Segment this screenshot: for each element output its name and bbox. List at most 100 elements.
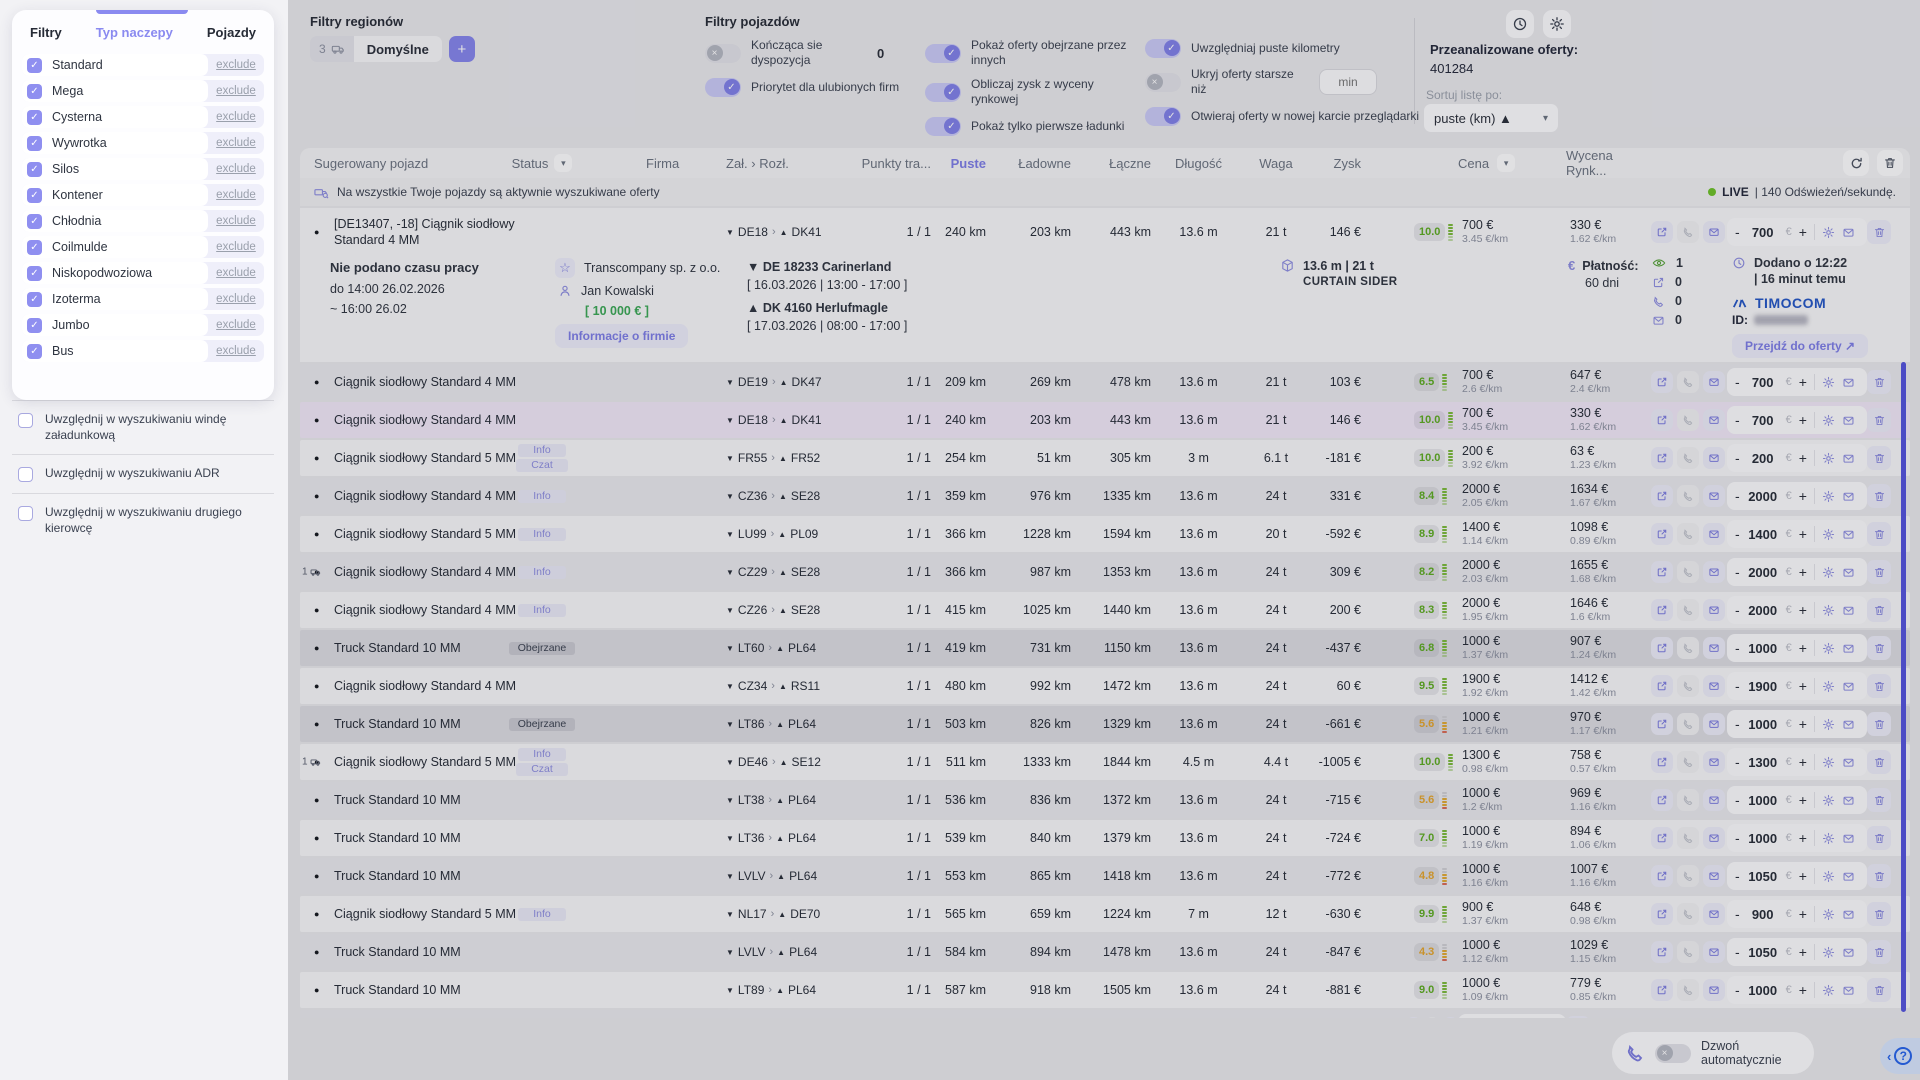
mail-button[interactable] bbox=[1703, 371, 1725, 393]
price-increase-button[interactable]: + bbox=[1798, 526, 1807, 542]
checkbox-checked[interactable]: ✓ bbox=[27, 291, 42, 307]
table-scrollbar[interactable] bbox=[1901, 362, 1906, 1012]
price-increase-button[interactable]: + bbox=[1798, 488, 1807, 504]
price-decrease-button[interactable]: - bbox=[1735, 868, 1740, 884]
share-button[interactable] bbox=[1651, 561, 1673, 583]
delete-offer-button[interactable] bbox=[1867, 446, 1891, 470]
delete-offer-button[interactable] bbox=[1867, 788, 1891, 812]
mail-button[interactable] bbox=[1703, 903, 1725, 925]
auto-price-icon[interactable] bbox=[1822, 908, 1835, 921]
call-button[interactable] bbox=[1677, 789, 1699, 811]
share-button[interactable] bbox=[1651, 409, 1673, 431]
exclude-link[interactable]: exclude bbox=[216, 345, 256, 357]
price-increase-button[interactable]: + bbox=[1798, 412, 1807, 428]
delete-offer-button[interactable] bbox=[1867, 864, 1891, 888]
price-decrease-button[interactable]: - bbox=[1735, 678, 1740, 694]
delete-offer-button[interactable] bbox=[1867, 978, 1891, 1002]
share-button[interactable] bbox=[1651, 485, 1673, 507]
price-decrease-button[interactable]: - bbox=[1735, 450, 1740, 466]
search-option-row[interactable]: Uwzględnij w wyszukiwaniu windę załadunk… bbox=[12, 400, 274, 454]
auto-price-icon[interactable] bbox=[1822, 946, 1835, 959]
price-increase-button[interactable]: + bbox=[1798, 944, 1807, 960]
mail-button[interactable] bbox=[1703, 561, 1725, 583]
price-decrease-button[interactable]: - bbox=[1735, 944, 1740, 960]
expanded-offer-card[interactable]: ● [DE13407, -18] Ciągnik siodłowy Standa… bbox=[300, 208, 1910, 362]
price-increase-button[interactable]: + bbox=[1798, 224, 1807, 240]
delete-offer-button[interactable] bbox=[1867, 598, 1891, 622]
help-icon[interactable]: ? bbox=[1894, 1047, 1913, 1065]
call-button[interactable] bbox=[1677, 221, 1699, 243]
offer-row[interactable]: ● Ciągnik siodłowy Standard 4 MM ▼ CZ34 ›… bbox=[300, 668, 1910, 704]
toggle-switch[interactable] bbox=[1145, 106, 1181, 126]
offer-row[interactable]: 1 ● Ciągnik siodłowy Standard 4 MM Info … bbox=[300, 554, 1910, 590]
price-decrease-button[interactable]: - bbox=[1735, 412, 1740, 428]
delete-offer-button[interactable] bbox=[1566, 1016, 1590, 1018]
call-button[interactable] bbox=[1677, 941, 1699, 963]
auto-mail-icon[interactable] bbox=[1842, 452, 1855, 465]
delete-offer-button[interactable] bbox=[1867, 484, 1891, 508]
mail-button[interactable] bbox=[1703, 447, 1725, 469]
status-badge[interactable]: Czat bbox=[516, 763, 568, 776]
offer-row[interactable]: ● Truck Standard 10 MM Obejrzane ▼ LT86 ›… bbox=[300, 706, 1910, 742]
search-option-row[interactable]: Uwzględnij w wyszukiwaniu ADR bbox=[12, 454, 274, 493]
status-badge[interactable]: Info bbox=[518, 603, 566, 617]
mail-button[interactable] bbox=[1703, 827, 1725, 849]
price-decrease-button[interactable]: - bbox=[1735, 716, 1740, 732]
exclude-link[interactable]: exclude bbox=[216, 59, 256, 71]
toggle-switch[interactable] bbox=[705, 43, 741, 63]
checkbox-checked[interactable]: ✓ bbox=[27, 57, 42, 73]
share-button[interactable] bbox=[1651, 865, 1673, 887]
status-badge[interactable]: Obejrzane bbox=[508, 717, 576, 731]
auto-price-icon[interactable] bbox=[1822, 718, 1835, 731]
auto-mail-icon[interactable] bbox=[1842, 604, 1855, 617]
auto-mail-icon[interactable] bbox=[1842, 566, 1855, 579]
auto-mail-icon[interactable] bbox=[1842, 794, 1855, 807]
checkbox-checked[interactable]: ✓ bbox=[27, 109, 42, 125]
offer-row[interactable]: ● Ciągnik siodłowy Standard 5 MM Info ▼ N… bbox=[300, 896, 1910, 932]
price-increase-button[interactable]: + bbox=[1798, 374, 1807, 390]
status-badge[interactable]: Czat bbox=[516, 459, 568, 472]
exclude-link[interactable]: exclude bbox=[216, 267, 256, 279]
auto-mail-icon[interactable] bbox=[1842, 490, 1855, 503]
col-header-dlugosc[interactable]: Długość bbox=[1175, 155, 1222, 171]
offer-row[interactable]: ● Truck Standard 10 MM Obejrzane ▼ LT60 ›… bbox=[300, 630, 1910, 666]
call-button[interactable] bbox=[1677, 637, 1699, 659]
delete-offer-button[interactable] bbox=[1867, 522, 1891, 546]
exclude-link[interactable]: exclude bbox=[216, 137, 256, 149]
mail-button[interactable] bbox=[1703, 713, 1725, 735]
price-increase-button[interactable]: + bbox=[1798, 982, 1807, 998]
share-button[interactable] bbox=[1406, 1017, 1421, 1018]
auto-mail-icon[interactable] bbox=[1842, 414, 1855, 427]
price-increase-button[interactable]: + bbox=[1798, 792, 1807, 808]
mail-button[interactable] bbox=[1703, 979, 1725, 1001]
exclude-link[interactable]: exclude bbox=[216, 293, 256, 305]
auto-price-icon[interactable] bbox=[1822, 870, 1835, 883]
share-button[interactable] bbox=[1651, 221, 1673, 243]
mail-button[interactable] bbox=[1703, 523, 1725, 545]
delete-offer-button[interactable] bbox=[1867, 370, 1891, 394]
price-decrease-button[interactable]: - bbox=[1735, 982, 1740, 998]
offer-row[interactable]: ● Ciągnik siodłowy Standard 4 MM Info ▼ C… bbox=[300, 592, 1910, 628]
status-badge[interactable]: Info bbox=[518, 527, 566, 541]
share-button[interactable] bbox=[1651, 827, 1673, 849]
offer-row[interactable]: ● Truck Standard 10 MM ▼ LT36 › ▲ PL64 1 /… bbox=[300, 820, 1910, 856]
delete-offer-button[interactable] bbox=[1867, 674, 1891, 698]
call-button[interactable] bbox=[1677, 865, 1699, 887]
call-button[interactable] bbox=[1677, 751, 1699, 773]
auto-price-icon[interactable] bbox=[1822, 604, 1835, 617]
share-button[interactable] bbox=[1651, 979, 1673, 1001]
checkbox-checked[interactable]: ✓ bbox=[27, 317, 42, 333]
share-button[interactable] bbox=[1651, 637, 1673, 659]
exclude-link[interactable]: exclude bbox=[216, 241, 256, 253]
price-increase-button[interactable]: + bbox=[1798, 830, 1807, 846]
call-button[interactable] bbox=[1677, 371, 1699, 393]
mail-button[interactable] bbox=[1703, 789, 1725, 811]
mail-button[interactable] bbox=[1703, 485, 1725, 507]
delete-offer-button[interactable] bbox=[1867, 940, 1891, 964]
auto-price-icon[interactable] bbox=[1822, 226, 1835, 239]
call-button[interactable] bbox=[1424, 1017, 1440, 1018]
call-button[interactable] bbox=[1677, 713, 1699, 735]
exclude-link[interactable]: exclude bbox=[216, 215, 256, 227]
col-header-puste[interactable]: Puste bbox=[950, 155, 986, 171]
region-preset-label[interactable]: Domyślne bbox=[353, 36, 442, 62]
